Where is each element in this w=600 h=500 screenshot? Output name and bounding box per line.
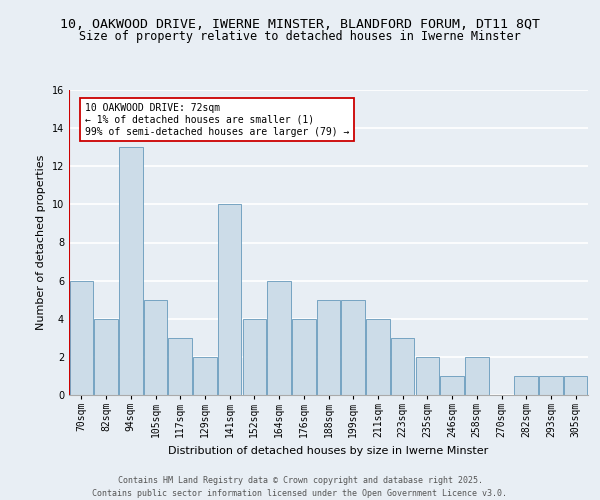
Text: 10, OAKWOOD DRIVE, IWERNE MINSTER, BLANDFORD FORUM, DT11 8QT: 10, OAKWOOD DRIVE, IWERNE MINSTER, BLAND… — [60, 18, 540, 30]
Bar — [292, 319, 316, 395]
Bar — [144, 300, 167, 395]
Bar — [564, 376, 587, 395]
Bar — [391, 338, 415, 395]
Bar — [366, 319, 389, 395]
Bar — [341, 300, 365, 395]
Bar — [119, 147, 143, 395]
Y-axis label: Number of detached properties: Number of detached properties — [36, 155, 46, 330]
Bar — [94, 319, 118, 395]
X-axis label: Distribution of detached houses by size in Iwerne Minster: Distribution of detached houses by size … — [169, 446, 488, 456]
Text: Contains HM Land Registry data © Crown copyright and database right 2025.
Contai: Contains HM Land Registry data © Crown c… — [92, 476, 508, 498]
Text: 10 OAKWOOD DRIVE: 72sqm
← 1% of detached houses are smaller (1)
99% of semi-deta: 10 OAKWOOD DRIVE: 72sqm ← 1% of detached… — [85, 104, 349, 136]
Bar — [70, 280, 93, 395]
Bar — [242, 319, 266, 395]
Bar — [539, 376, 563, 395]
Bar — [514, 376, 538, 395]
Bar — [440, 376, 464, 395]
Text: Size of property relative to detached houses in Iwerne Minster: Size of property relative to detached ho… — [79, 30, 521, 43]
Bar — [218, 204, 241, 395]
Bar — [416, 357, 439, 395]
Bar — [317, 300, 340, 395]
Bar — [169, 338, 192, 395]
Bar — [465, 357, 488, 395]
Bar — [268, 280, 291, 395]
Bar — [193, 357, 217, 395]
